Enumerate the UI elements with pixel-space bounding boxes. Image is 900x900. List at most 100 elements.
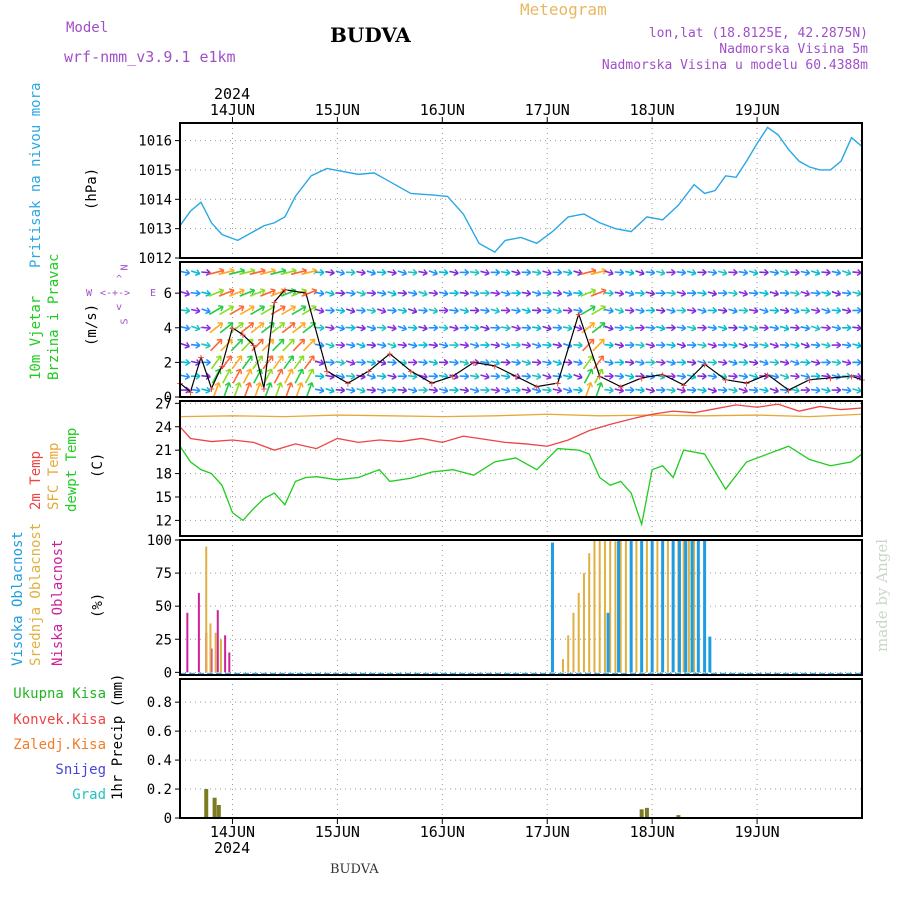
wind-arrow [438,341,449,349]
wind-arrow [449,269,459,277]
precip-bar [644,807,649,818]
wind-arrow [376,324,387,332]
model-elevation: Nadmorska Visina u modelu 60.4388m [601,58,868,73]
wind-arrow [254,381,263,398]
mid_cloud-bar [635,540,638,673]
wind-arrow [707,289,718,297]
wind-gust-marker: + [659,369,666,382]
compass-east: E [150,288,157,299]
ytick-label-wind: 6 [164,286,172,302]
wind-arrow [303,338,316,352]
high_cloud-bar [661,540,665,673]
wind-arrow [249,288,266,297]
wind-arrow [852,306,862,315]
panel-frame-cloud [179,539,863,676]
wind-arrow [229,288,245,297]
legend-ukupna: Ukupna Kisa [13,686,106,702]
wind-arrow [407,341,418,349]
wind-arrow [748,307,759,315]
wind-arrow [521,324,532,332]
wind-arrow [800,342,811,349]
wind-arrow [697,386,707,394]
wind-arrow [707,341,718,349]
wind-arrow [821,307,831,315]
wind-arrow [180,372,191,380]
wind-arrow [769,324,780,332]
wind-arrow [573,269,583,277]
wind-arrow [459,386,470,394]
wind-arrow [686,386,697,394]
wind-arrow [500,324,511,332]
wind-arrow [480,341,490,349]
wind-arrow [624,307,635,315]
temp2m-line [179,403,863,451]
ytick-label-precip: 0.8 [147,695,172,711]
wind-arrow [356,387,366,394]
wind-arrow [810,269,821,277]
wind-arrow [292,322,306,334]
wind-arrow [418,290,428,297]
wind-arrow [656,289,666,297]
day-label-bottom: 18JUN [630,823,675,841]
wind-arrow [624,358,635,367]
wind-arrow [717,324,728,332]
wind-arrow [831,307,842,315]
wind-arrow [376,372,387,380]
wind-arrow [604,359,614,367]
wind-arrow [222,368,232,384]
wind-arrow [562,269,573,277]
wind-arrow [335,269,346,277]
wind-arrow [604,307,614,315]
panel-frame-pressure [179,122,863,259]
wind-arrow [800,290,811,297]
wind-arrow [469,386,480,394]
compass-north-arrow: ^ [116,274,123,285]
wind-arrow [232,368,243,384]
high_cloud-bar [606,612,610,673]
wind-arrow [821,358,831,366]
wind-arrow [264,381,273,398]
wind-arrow [769,341,780,349]
wind-arrow [841,359,852,367]
wind-arrow [645,324,656,332]
mid_cloud-bar [209,623,212,673]
wind-arrow [580,267,597,276]
ytick-label-pressure: 1013 [138,222,172,238]
wind-arrow [366,289,377,297]
wind-arrow [387,324,397,332]
wind-arrow [356,269,366,277]
wind-arrow [345,289,356,297]
precip-bar [676,815,681,818]
wind-arrow [852,324,862,332]
ytick-label-wind: 4 [164,321,172,337]
wind-arrow [500,358,511,366]
wind-arrow [779,307,790,315]
wind-arrow [624,386,635,394]
wind-arrow [779,341,790,349]
wind-arrow [201,289,211,297]
precip-bar [204,789,209,818]
wind-gust-marker: + [387,348,394,361]
wind-arrows [180,267,862,398]
wind-arrow [397,372,408,380]
wind-arrow [800,372,811,380]
wind-arrow [283,355,294,370]
wind-arrow [469,268,480,277]
wind-arrow [841,341,852,349]
day-label-bottom: 14JUN [210,823,255,841]
model-label: Model [66,20,109,36]
wind-arrow [314,386,325,394]
wind-arrow [831,358,842,367]
wind-arrow [841,269,852,277]
wind-arrow [831,290,842,297]
wind-gust-marker: + [366,365,373,378]
wind-arrow [480,324,490,332]
wind-arrow [490,268,501,276]
wind-arrow [759,324,769,332]
wind-arrow [376,341,387,349]
high_cloud-bar [690,540,694,673]
wind-arrow [180,290,191,297]
wind-gust-marker: + [617,381,624,394]
wind-arrow [397,341,408,349]
wind-arrow [345,324,356,332]
